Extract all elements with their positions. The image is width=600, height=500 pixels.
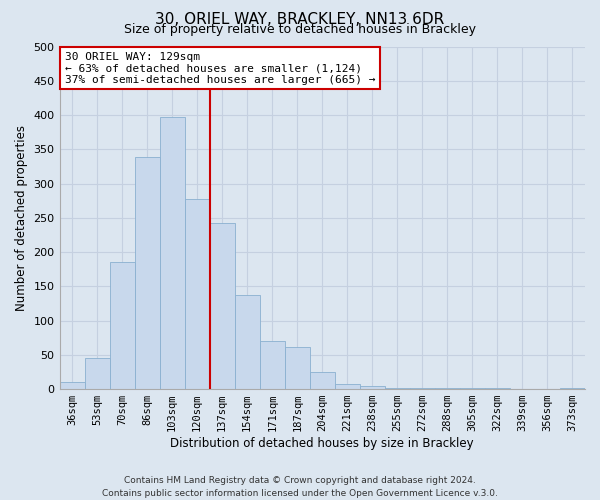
- Bar: [410, 388, 435, 389]
- Text: 30 ORIEL WAY: 129sqm
← 63% of detached houses are smaller (1,124)
37% of semi-de: 30 ORIEL WAY: 129sqm ← 63% of detached h…: [65, 52, 375, 85]
- Bar: [85, 358, 110, 389]
- Bar: [260, 341, 285, 389]
- Bar: [460, 388, 485, 389]
- Bar: [209, 222, 235, 389]
- Bar: [185, 198, 209, 389]
- Bar: [285, 346, 310, 389]
- Text: Size of property relative to detached houses in Brackley: Size of property relative to detached ho…: [124, 22, 476, 36]
- Bar: [385, 388, 410, 389]
- Bar: [335, 384, 360, 389]
- Bar: [235, 295, 260, 389]
- Bar: [560, 388, 585, 389]
- Bar: [310, 372, 335, 389]
- Y-axis label: Number of detached properties: Number of detached properties: [15, 125, 28, 311]
- Bar: [59, 382, 85, 389]
- Text: 30, ORIEL WAY, BRACKLEY, NN13 6DR: 30, ORIEL WAY, BRACKLEY, NN13 6DR: [155, 12, 445, 28]
- Bar: [160, 117, 185, 389]
- Bar: [360, 386, 385, 389]
- Bar: [485, 388, 510, 389]
- Text: Contains HM Land Registry data © Crown copyright and database right 2024.
Contai: Contains HM Land Registry data © Crown c…: [102, 476, 498, 498]
- Bar: [134, 158, 160, 389]
- Bar: [435, 388, 460, 389]
- X-axis label: Distribution of detached houses by size in Brackley: Distribution of detached houses by size …: [170, 437, 474, 450]
- Bar: [110, 262, 134, 389]
